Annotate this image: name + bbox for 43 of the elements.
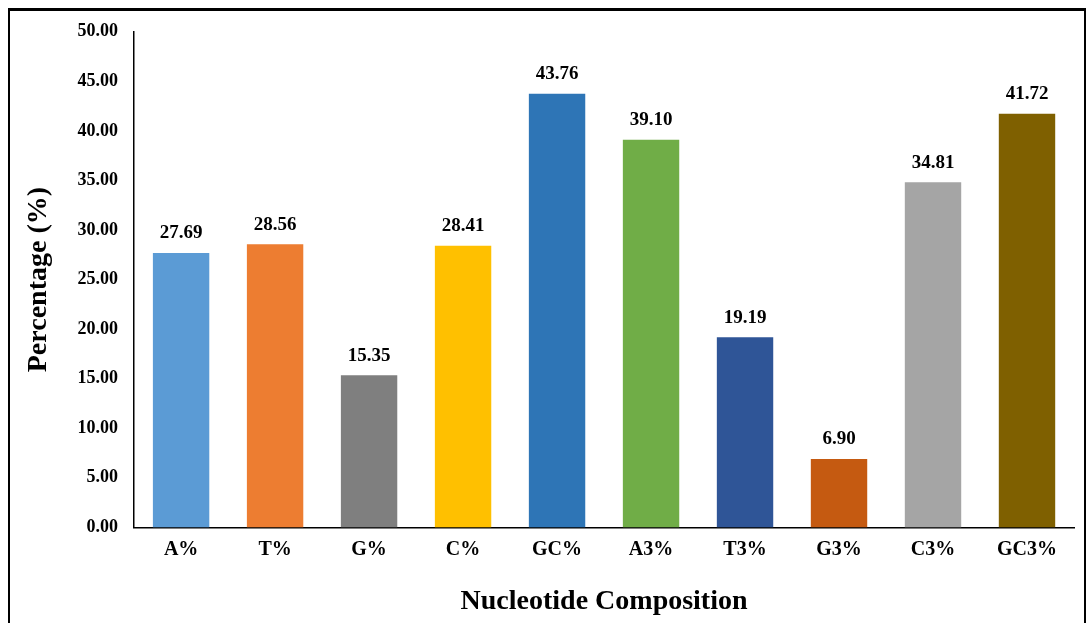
y-tick-label: 10.00 [77,416,119,437]
y-tick-label: 5.00 [86,466,119,487]
y-tick-label: 50.00 [77,20,119,41]
bar [716,337,774,528]
y-axis-title: Percentage (%) [21,186,53,373]
data-label: 28.41 [441,214,485,236]
data-label: 39.10 [629,108,673,130]
bar [434,245,492,528]
y-tick-label: 20.00 [77,317,119,338]
bar [998,113,1056,528]
x-tick-label: GC% [532,536,583,559]
x-axis-title: Nucleotide Composition [460,584,748,616]
bar [810,459,868,528]
bar [904,182,962,528]
y-tick-label: 0.00 [86,516,119,537]
x-tick-label: C3% [910,536,956,559]
data-label: 43.76 [535,62,579,84]
x-tick-label: GC3% [997,536,1058,559]
data-label: 19.19 [723,305,767,327]
bar [528,93,586,528]
bar [340,375,398,528]
x-tick-label: G% [351,536,387,559]
data-label: 27.69 [159,221,203,243]
x-tick-label: G3% [816,536,862,559]
x-tick-label: A% [163,536,199,559]
y-tick-label: 15.00 [77,367,119,388]
y-tick-label: 25.00 [77,268,119,289]
y-tick-label: 30.00 [77,218,119,239]
x-tick-label: C% [445,536,481,559]
bar [246,244,304,528]
data-label: 28.56 [253,212,297,234]
bar [152,252,210,528]
x-tick-label: A3% [628,536,674,559]
data-label: 6.90 [822,427,856,449]
data-label: 15.35 [347,343,391,365]
y-tick-label: 40.00 [77,119,119,140]
data-label: 34.81 [911,150,955,172]
y-tick-label: 35.00 [77,169,119,190]
x-tick-label: T3% [723,536,767,559]
data-label: 41.72 [1005,82,1049,104]
y-tick-label: 45.00 [77,70,119,91]
x-tick-label: T% [258,536,292,559]
bar [622,139,680,528]
